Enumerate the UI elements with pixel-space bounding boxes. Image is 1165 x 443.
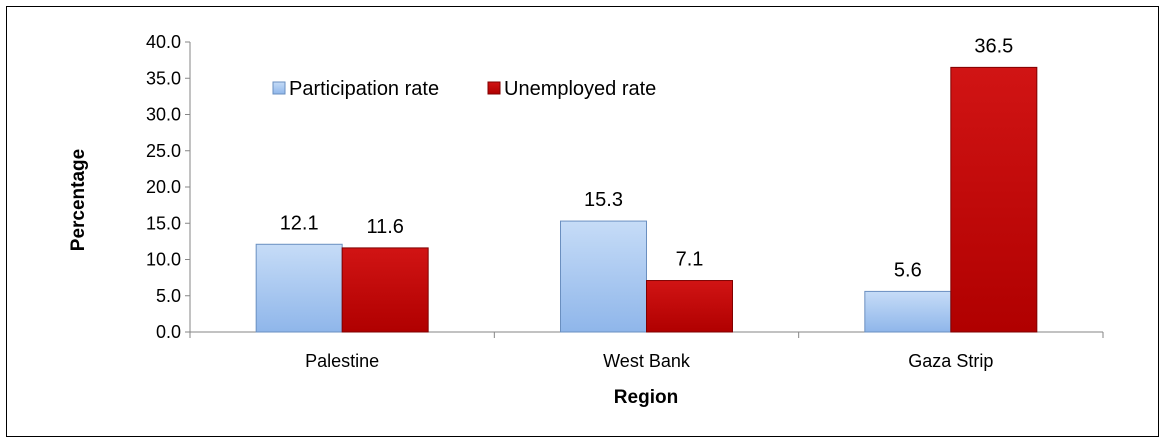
y-tick-label: 15.0 (146, 213, 181, 233)
x-tick-label: West Bank (603, 351, 691, 371)
bar-participation-0 (255, 243, 343, 333)
data-label: 7.1 (676, 249, 704, 271)
data-label: 12.1 (280, 212, 319, 234)
y-tick-label: 5.0 (156, 286, 181, 306)
bar-unemployed-1 (646, 280, 733, 333)
x-axis: Palestine West Bank Gaza Strip (189, 331, 1104, 371)
bar-participation-1 (560, 220, 647, 333)
bar-participation-2 (864, 290, 952, 333)
x-tick-label: Palestine (305, 351, 379, 371)
y-tick-label: 30.0 (146, 105, 181, 125)
data-label: 15.3 (584, 189, 623, 211)
x-tick-label: Gaza Strip (908, 351, 993, 371)
x-axis-title: Region (614, 387, 678, 408)
bar-unemployed-0 (341, 247, 429, 333)
data-label: 11.6 (366, 216, 403, 238)
data-labels: 12.1 15.3 5.6 11.6 7.1 36.5 (280, 35, 1014, 281)
y-tick-label: 40.0 (146, 32, 181, 52)
legend-swatch-participation (272, 81, 286, 95)
y-tick-label: 20.0 (146, 177, 181, 197)
y-tick-label: 35.0 (146, 68, 181, 88)
legend-label-participation: Participation rate (289, 78, 439, 100)
data-label: 5.6 (894, 259, 922, 281)
bar-unemployed-2 (950, 66, 1038, 333)
y-tick-label: 25.0 (146, 141, 181, 161)
data-label: 36.5 (974, 35, 1013, 57)
legend-label-unemployed: Unemployed rate (504, 78, 656, 100)
y-axis-title: Percentage (68, 149, 89, 251)
bars (255, 66, 1038, 333)
y-tick-label: 0.0 (156, 322, 181, 342)
legend: Participation rate Unemployed rate (272, 78, 656, 100)
y-tick-label: 10.0 (146, 250, 181, 270)
legend-swatch-unemployed (487, 81, 501, 95)
y-axis: 0.0 5.0 10.0 15.0 20.0 25.0 30.0 35.0 40.0 (146, 32, 191, 342)
